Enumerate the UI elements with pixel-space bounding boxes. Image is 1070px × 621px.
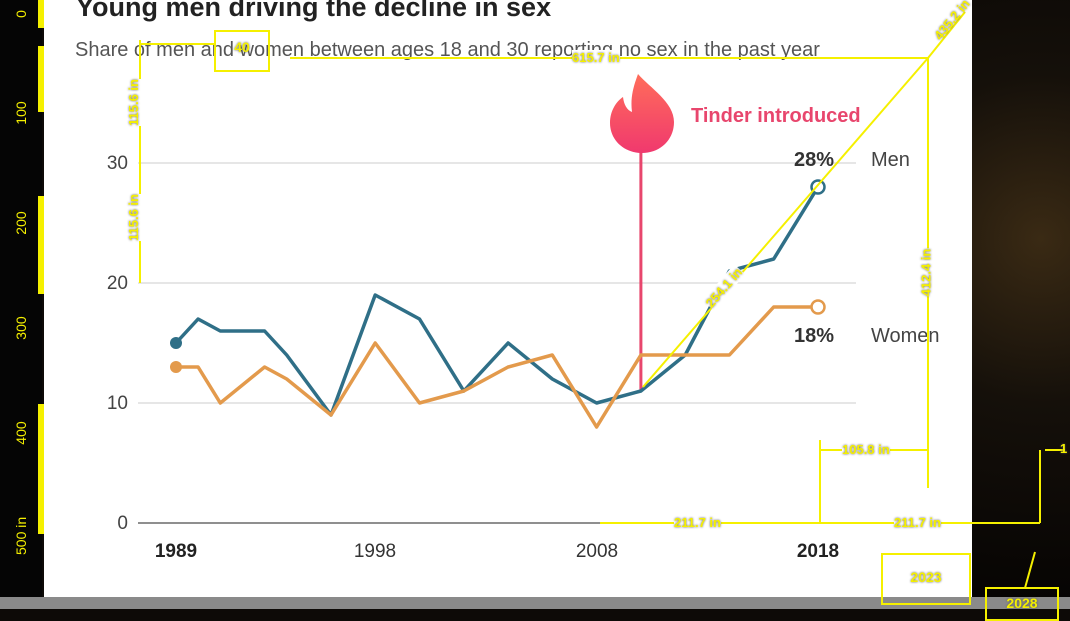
bottom-bar: [0, 597, 1070, 609]
x-tick-label: 1998: [353, 541, 397, 562]
series-line-women: [176, 305, 818, 429]
measure-label: 115.6 in: [125, 79, 141, 126]
series-end-point: [810, 179, 826, 195]
measure-label: 1: [1060, 441, 1068, 456]
y-tick-label: 30: [106, 153, 128, 174]
measure-label: 412.4 in: [918, 248, 934, 297]
background-photo: [972, 0, 1070, 597]
measure-label: 211.7 in: [674, 515, 721, 530]
y-tick-label: 0: [117, 513, 128, 534]
women-series-label: Women: [871, 325, 940, 347]
x-tick-label: 2018: [796, 541, 840, 562]
women-end-value: 18%: [794, 325, 835, 347]
series-start-point: [170, 337, 182, 349]
men-series-label: Men: [871, 149, 910, 171]
tinder-flame-icon: [610, 74, 674, 153]
chart-title: Young men driving the decline in sex: [76, 0, 552, 22]
measure-label: 615.7 in: [572, 50, 620, 65]
measure-box: 2028: [985, 587, 1059, 621]
series-start-point: [170, 361, 182, 373]
x-tick-label: 1989: [154, 541, 198, 562]
measure-label: 105.8 in: [842, 442, 890, 457]
y-tick-label: 20: [106, 273, 128, 294]
chart-subtitle: Share of men and women between ages 18 a…: [75, 39, 820, 61]
tinder-annotation-label: Tinder introduced: [691, 105, 861, 127]
measure-box: 40: [214, 30, 270, 72]
measure-label: 115.6 in: [125, 194, 141, 241]
men-end-value: 28%: [794, 149, 835, 171]
y-tick-label: 10: [106, 393, 128, 414]
measure-box: 2023: [881, 553, 971, 605]
series-end-point: [810, 299, 826, 315]
measure-label: 211.7 in: [894, 515, 941, 530]
x-tick-label: 2008: [575, 541, 619, 562]
